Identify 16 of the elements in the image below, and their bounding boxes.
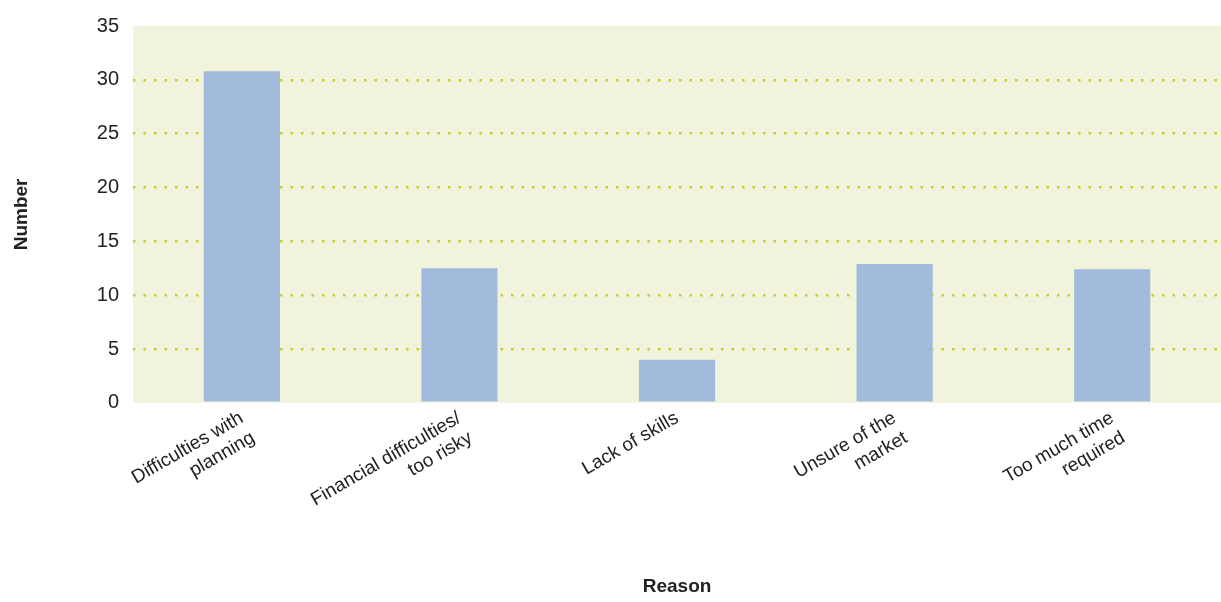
y-tick-label: 25	[96, 121, 120, 144]
bar	[203, 71, 280, 402]
y-tick-label: 0	[107, 390, 120, 413]
bar	[421, 268, 498, 402]
y-tick-label: 30	[96, 67, 120, 90]
bar	[638, 359, 716, 402]
y-tick-label: 10	[96, 282, 120, 305]
x-axis-title: Reason	[642, 574, 712, 596]
bar	[1074, 269, 1151, 402]
y-tick-label: 35	[96, 13, 120, 36]
y-tick-label: 5	[107, 336, 120, 359]
y-axis-title: Number	[9, 177, 31, 251]
y-tick-label: 15	[96, 228, 120, 251]
bar	[856, 263, 933, 402]
y-tick-label: 20	[96, 175, 120, 198]
x-tick-label: Lack of skills	[577, 406, 682, 479]
